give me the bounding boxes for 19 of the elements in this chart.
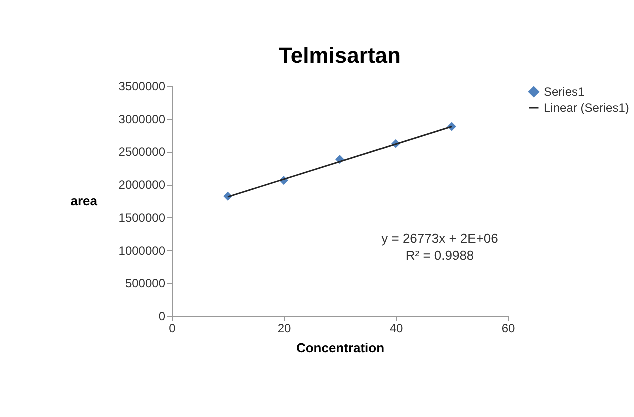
legend-label: Linear (Series1) [544,101,630,115]
annotation: y = 26773x + 2E+06 [382,231,498,246]
x-axis-title: Concentration [296,340,385,356]
x-tick-label: 20 [278,322,292,336]
y-tick-label: 1000000 [118,244,166,258]
y-tick-label: 3000000 [118,112,166,126]
y-tick-label: 500000 [125,276,166,291]
x-tick-label: 60 [502,322,516,336]
chart-title: Telmisartan [279,43,401,68]
y-tick-label: 2500000 [118,145,166,160]
y-axis-title: area [70,194,98,208]
y-tick-label: 0 [158,310,166,324]
y-tick-label: 3500000 [118,80,166,94]
y-tick-label: 1500000 [118,210,166,225]
annotation: R² = 0.9988 [406,248,474,263]
x-tick-label: 40 [390,322,404,336]
legend-label: Series1 [544,85,586,99]
x-tick-label: 0 [169,322,176,336]
y-tick-label: 2000000 [118,178,166,192]
